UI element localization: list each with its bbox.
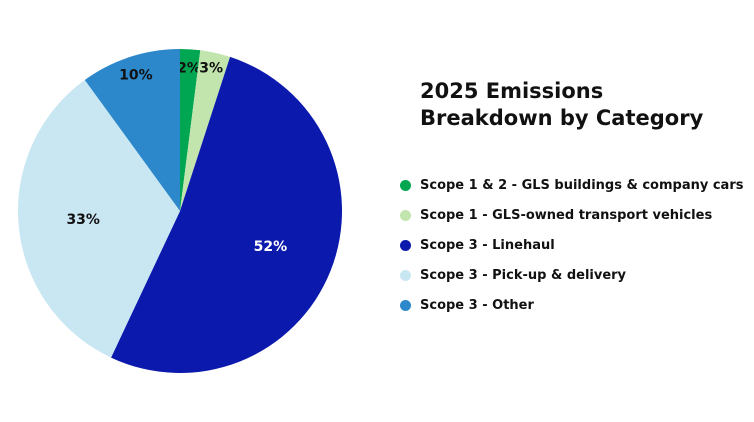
legend-item: Scope 3 - Linehaul: [400, 230, 743, 260]
legend-item: Scope 1 - GLS-owned transport vehicles: [400, 200, 743, 230]
slice-data-label: 52%: [254, 239, 288, 255]
legend-item: Scope 3 - Other: [400, 290, 743, 320]
slice-data-label: 10%: [119, 67, 153, 83]
slice-data-label: 33%: [66, 212, 100, 228]
pie-slice: [180, 49, 201, 211]
chart-title: 2025 Emissions Breakdown by Category: [420, 79, 704, 130]
legend-label: Scope 3 - Pick-up & delivery: [420, 267, 627, 283]
slice-data-label: 3%: [199, 60, 223, 76]
legend-label: Scope 1 - GLS-owned transport vehicles: [420, 207, 713, 223]
legend-item: Scope 3 - Pick-up & delivery: [400, 260, 743, 290]
pie-chart: 2%3% 52% 33% 10%: [18, 49, 343, 374]
legend-swatch: [400, 299, 411, 311]
legend-swatch: [400, 179, 411, 191]
pie-slice: [18, 79, 181, 358]
legend-label: Scope 3 - Other: [420, 297, 534, 313]
pie-slice: [84, 49, 180, 211]
slice-data-label: 2%: [177, 60, 201, 76]
pie-slice: [111, 56, 343, 374]
legend-label: Scope 1 & 2 - GLS buildings & company ca…: [420, 177, 744, 193]
legend-swatch: [400, 239, 411, 251]
legend-swatch: [400, 209, 411, 221]
legend: Scope 1 & 2 - GLS buildings & company ca…: [400, 170, 743, 320]
legend-label: Scope 3 - Linehaul: [420, 237, 555, 253]
pie-slice: [180, 50, 231, 211]
legend-swatch: [400, 269, 411, 281]
legend-item: Scope 1 & 2 - GLS buildings & company ca…: [400, 170, 743, 200]
